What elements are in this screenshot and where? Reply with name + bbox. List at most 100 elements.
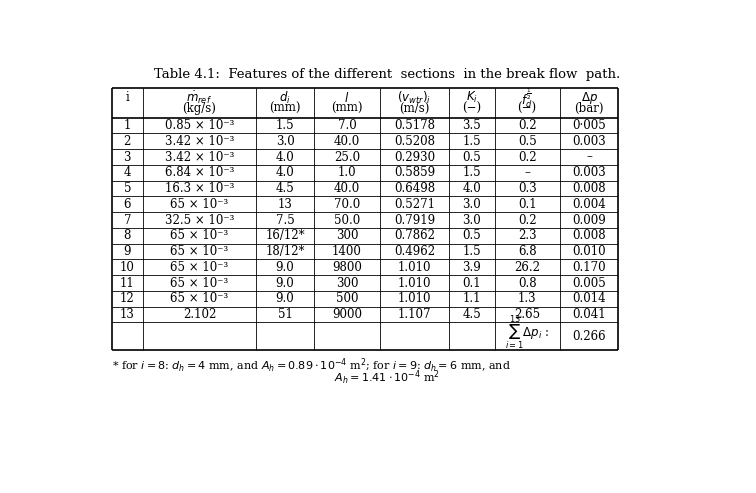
Text: 0.003: 0.003	[572, 166, 606, 179]
Text: 3.42 × 10⁻³: 3.42 × 10⁻³	[165, 135, 234, 148]
Text: 0.7862: 0.7862	[394, 229, 435, 243]
Text: 2.65: 2.65	[514, 308, 541, 321]
Text: 0.005: 0.005	[572, 277, 606, 289]
Text: $\Delta p$: $\Delta p$	[581, 90, 597, 106]
Text: 0.1: 0.1	[463, 277, 482, 289]
Text: 3: 3	[123, 150, 131, 164]
Text: 1.5: 1.5	[463, 245, 482, 258]
Text: 65 × 10⁻³: 65 × 10⁻³	[170, 292, 228, 305]
Text: $(v_{wtr})_i$: $(v_{wtr})_i$	[398, 90, 432, 106]
Text: 0.004: 0.004	[572, 198, 606, 211]
Text: 1.5: 1.5	[463, 166, 482, 179]
Text: $\overset{13}{\underset{i=1}{\sum}}\Delta p_i$ :: $\overset{13}{\underset{i=1}{\sum}}\Delt…	[505, 314, 550, 352]
Text: 0.8: 0.8	[518, 277, 537, 289]
Text: 1.010: 1.010	[398, 261, 431, 274]
Text: 0.266: 0.266	[572, 330, 606, 343]
Text: i: i	[125, 91, 129, 104]
Text: 3.0: 3.0	[463, 198, 482, 211]
Text: 0·005: 0·005	[572, 119, 606, 132]
Text: 6: 6	[123, 198, 131, 211]
Text: $\dot{m}_{ref}$: $\dot{m}_{ref}$	[187, 89, 212, 106]
Text: 3.0: 3.0	[463, 213, 482, 227]
Text: 9800: 9800	[332, 261, 362, 274]
Text: 1.107: 1.107	[398, 308, 431, 321]
Text: 0.041: 0.041	[572, 308, 606, 321]
Text: 0.010: 0.010	[572, 245, 606, 258]
Text: 8: 8	[124, 229, 131, 243]
Text: 6.84 × 10⁻³: 6.84 × 10⁻³	[165, 166, 234, 179]
Text: 51: 51	[277, 308, 293, 321]
Text: 7.5: 7.5	[276, 213, 294, 227]
Text: 7.0: 7.0	[338, 119, 356, 132]
Text: 0.003: 0.003	[572, 135, 606, 148]
Text: 0.008: 0.008	[572, 229, 606, 243]
Text: 0.7919: 0.7919	[394, 213, 435, 227]
Text: 10: 10	[120, 261, 135, 274]
Text: 0.2: 0.2	[518, 213, 537, 227]
Text: 4.0: 4.0	[463, 182, 482, 195]
Text: 50.0: 50.0	[334, 213, 360, 227]
Text: 25.0: 25.0	[334, 150, 360, 164]
Text: 13: 13	[120, 308, 135, 321]
Text: 0.2930: 0.2930	[394, 150, 435, 164]
Text: 65 × 10⁻³: 65 × 10⁻³	[170, 277, 228, 289]
Text: 3.0: 3.0	[276, 135, 294, 148]
Text: 9.0: 9.0	[276, 292, 294, 305]
Text: 13: 13	[277, 198, 293, 211]
Text: 2.102: 2.102	[183, 308, 216, 321]
Text: (−): (−)	[518, 102, 537, 115]
Text: 0.5: 0.5	[463, 229, 482, 243]
Text: $K_i$: $K_i$	[466, 90, 478, 105]
Text: 4.5: 4.5	[463, 308, 482, 321]
Text: $A_h = 1.41\cdot10^{-4}$ m$^2$: $A_h = 1.41\cdot10^{-4}$ m$^2$	[334, 369, 441, 387]
Text: 3.42 × 10⁻³: 3.42 × 10⁻³	[165, 150, 234, 164]
Text: 7: 7	[123, 213, 131, 227]
Text: 0.5: 0.5	[463, 150, 482, 164]
Text: 65 × 10⁻³: 65 × 10⁻³	[170, 198, 228, 211]
Text: 0.014: 0.014	[572, 292, 606, 305]
Text: * for $i = 8$: $d_h = 4$ mm, and $A_h = 0.89\cdot10^{-4}$ m$^2$; for $i = 9$: $d: * for $i = 8$: $d_h = 4$ mm, and $A_h = …	[112, 356, 510, 375]
Text: 3.5: 3.5	[463, 119, 482, 132]
Text: 40.0: 40.0	[334, 135, 360, 148]
Text: 1: 1	[124, 119, 131, 132]
Text: 26.2: 26.2	[514, 261, 541, 274]
Text: 2.3: 2.3	[518, 229, 537, 243]
Text: 32.5 × 10⁻³: 32.5 × 10⁻³	[165, 213, 234, 227]
Text: 0.2: 0.2	[518, 150, 537, 164]
Text: 65 × 10⁻³: 65 × 10⁻³	[170, 245, 228, 258]
Text: 0.5859: 0.5859	[394, 166, 435, 179]
Text: 2: 2	[124, 135, 131, 148]
Text: 1.3: 1.3	[518, 292, 537, 305]
Text: –: –	[586, 150, 592, 164]
Text: (kg/s): (kg/s)	[182, 102, 216, 115]
Text: 9.0: 9.0	[276, 277, 294, 289]
Text: 1400: 1400	[332, 245, 362, 258]
Text: (−): (−)	[463, 102, 482, 115]
Text: 4.5: 4.5	[276, 182, 294, 195]
Text: 0.5208: 0.5208	[394, 135, 435, 148]
Text: 16/12*: 16/12*	[265, 229, 305, 243]
Text: 0.5271: 0.5271	[394, 198, 435, 211]
Text: $d_i$: $d_i$	[279, 90, 291, 106]
Text: 500: 500	[336, 292, 358, 305]
Text: 40.0: 40.0	[334, 182, 360, 195]
Text: 6.8: 6.8	[518, 245, 537, 258]
Text: 65 × 10⁻³: 65 × 10⁻³	[170, 261, 228, 274]
Text: 9000: 9000	[332, 308, 362, 321]
Text: 9: 9	[123, 245, 131, 258]
Text: –: –	[524, 166, 530, 179]
Text: 0.5: 0.5	[518, 135, 537, 148]
Text: (m/s): (m/s)	[399, 102, 429, 115]
Text: (mm): (mm)	[269, 102, 301, 115]
Text: 1.010: 1.010	[398, 292, 431, 305]
Text: 1.1: 1.1	[463, 292, 482, 305]
Text: $l$: $l$	[344, 91, 349, 105]
Text: 16.3 × 10⁻³: 16.3 × 10⁻³	[165, 182, 234, 195]
Text: 0.009: 0.009	[572, 213, 606, 227]
Text: 1.5: 1.5	[276, 119, 294, 132]
Text: 0.85 × 10⁻³: 0.85 × 10⁻³	[165, 119, 234, 132]
Text: 4.0: 4.0	[276, 166, 294, 179]
Text: 0.3: 0.3	[518, 182, 537, 195]
Text: 0.5178: 0.5178	[394, 119, 435, 132]
Text: 12: 12	[120, 292, 135, 305]
